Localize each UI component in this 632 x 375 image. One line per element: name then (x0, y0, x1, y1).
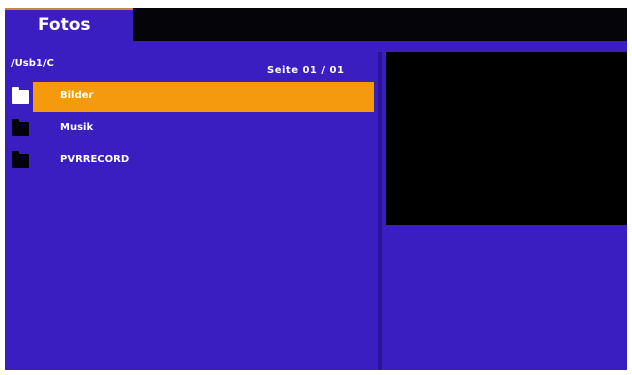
list-item-label: PVRRECORD (60, 154, 130, 165)
folder-icon (12, 151, 29, 168)
panel-divider (378, 52, 382, 370)
list-item-musik[interactable]: Musik (5, 114, 375, 146)
page-indicator: Seite 01 / 01 (267, 65, 345, 76)
media-browser-screen: Fotos /Usb1/C Seite 01 / 01 Bilder Musik… (5, 8, 627, 370)
selection-highlight (33, 82, 374, 112)
file-list: Bilder Musik PVRRECORD (5, 82, 375, 178)
info-panel (386, 225, 627, 370)
current-path: /Usb1/C (11, 58, 54, 69)
preview-window (386, 52, 627, 225)
folder-icon (12, 87, 29, 104)
top-bar: Fotos (5, 8, 627, 41)
list-item-label: Musik (60, 122, 94, 133)
folder-icon (12, 119, 29, 136)
tab-fotos[interactable]: Fotos (5, 8, 133, 41)
list-item-pvrrecord[interactable]: PVRRECORD (5, 146, 375, 178)
list-item-bilder[interactable]: Bilder (5, 82, 375, 114)
list-item-label: Bilder (60, 90, 94, 101)
